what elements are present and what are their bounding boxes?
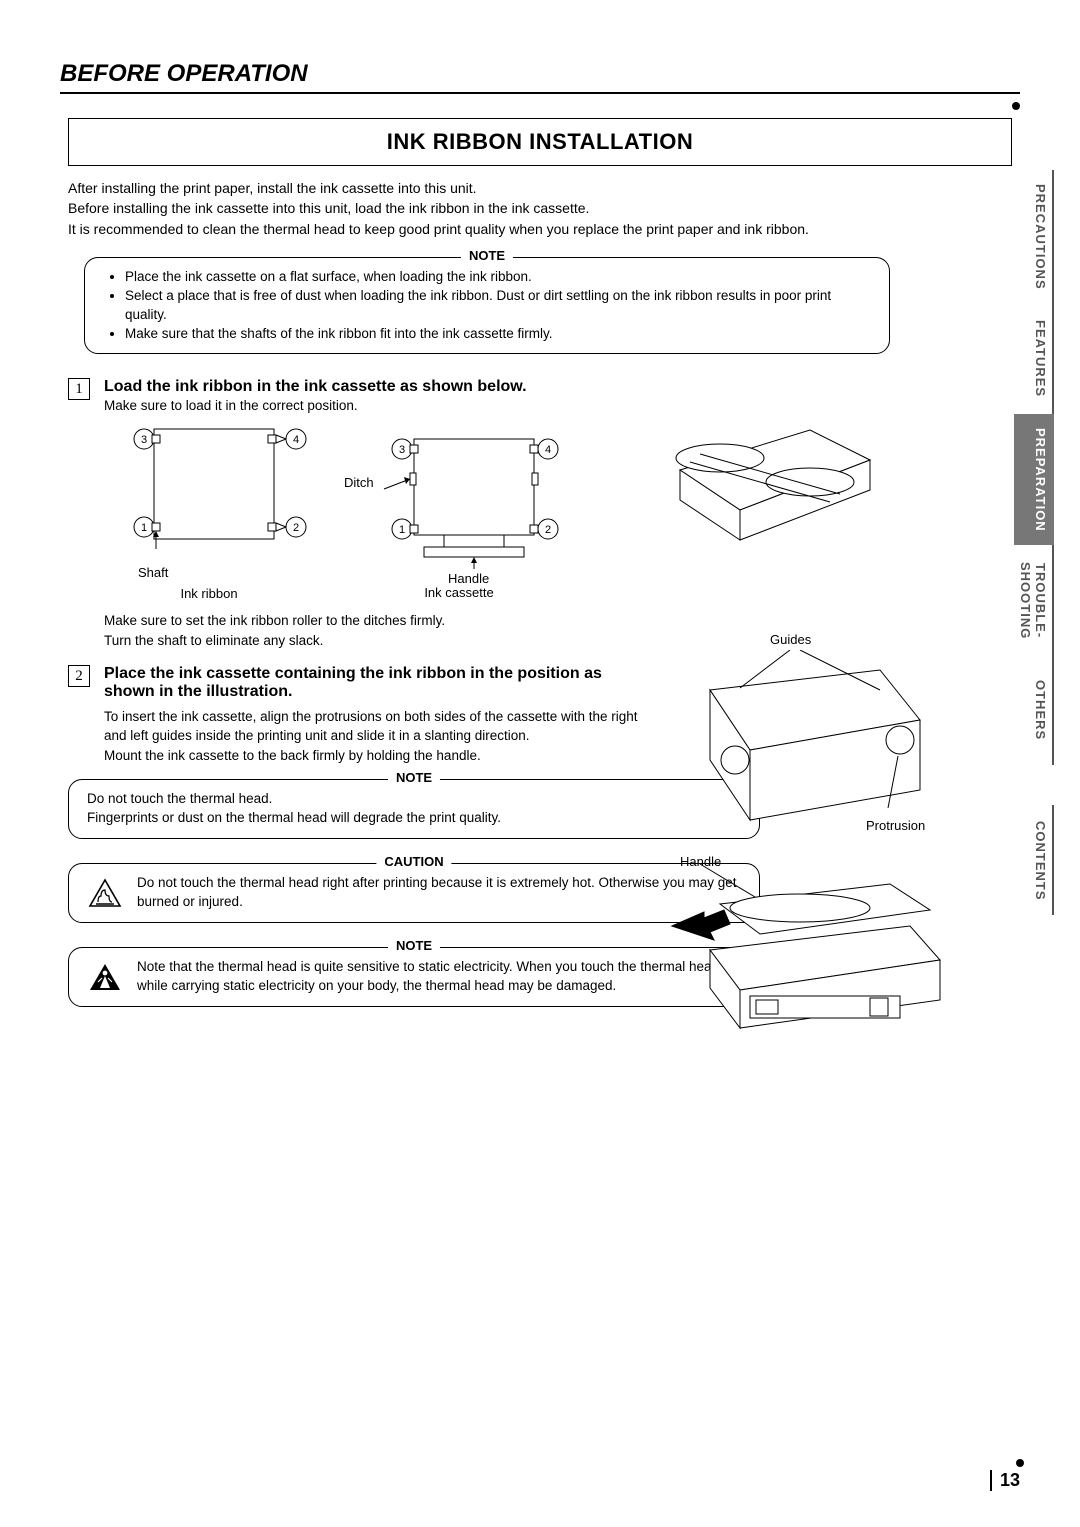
header-rule-dot [1012, 102, 1020, 110]
tab-troubleshooting[interactable]: TROUBLE- SHOOTING [1014, 545, 1054, 655]
step-title: Load the ink ribbon in the ink cassette … [104, 378, 527, 396]
note-box-1: NOTE Place the ink cassette on a flat su… [84, 257, 890, 355]
note-label: NOTE [388, 770, 440, 785]
svg-text:1: 1 [141, 522, 147, 534]
diagram-ink-cassette: 3 4 1 2 Ditch Handle Ink cassette [344, 419, 574, 600]
tab-gap [1014, 765, 1054, 805]
svg-text:1: 1 [399, 524, 405, 536]
page-dot [1016, 1459, 1024, 1467]
illustration-cassette-3d [660, 410, 880, 555]
step-title: Place the ink cassette containing the in… [104, 665, 624, 701]
step-1-header: 1 Load the ink ribbon in the ink cassett… [68, 378, 1012, 413]
note-text: Note that the thermal head is quite sens… [137, 958, 741, 996]
step2-body: To insert the ink cassette, align the pr… [104, 707, 644, 766]
tab-contents[interactable]: CONTENTS [1014, 805, 1054, 915]
page-title: INK RIBBON INSTALLATION [68, 118, 1012, 166]
svg-text:3: 3 [399, 444, 405, 456]
note-label: NOTE [461, 248, 513, 263]
intro-text: After installing the print paper, instal… [68, 178, 1012, 239]
svg-text:4: 4 [545, 444, 551, 456]
static-warning-icon [87, 961, 123, 993]
svg-text:2: 2 [545, 524, 551, 536]
note-text: Do not touch the thermal head. Fingerpri… [87, 790, 741, 828]
diagram-label-handle: Handle [448, 571, 489, 586]
diagram-caption: Ink ribbon [104, 586, 314, 601]
note-list: Place the ink cassette on a flat surface… [103, 268, 871, 344]
note-item: Make sure that the shafts of the ink rib… [125, 325, 871, 344]
note-box-3: NOTE Note that the thermal head is quite… [68, 947, 760, 1007]
note-item: Select a place that is free of dust when… [125, 287, 871, 325]
tab-features[interactable]: FEATURES [1014, 304, 1054, 414]
callout-protrusion: Protrusion [866, 818, 925, 833]
step1-body: Make sure to set the ink ribbon roller t… [104, 611, 644, 650]
tab-others[interactable]: OTHERS [1014, 655, 1054, 765]
step-subtitle: Make sure to load it in the correct posi… [104, 398, 527, 413]
diagram-label-ditch: Ditch [344, 475, 374, 490]
callout-guides: Guides [770, 632, 811, 647]
side-tabs: PRECAUTIONS FEATURES PREPARATION TROUBLE… [1014, 170, 1054, 915]
page-number: 13 [990, 1470, 1020, 1491]
caution-text: Do not touch the thermal head right afte… [137, 874, 741, 912]
diagram-ink-ribbon: 3 4 1 2 Shaft Ink ribbon [104, 419, 314, 601]
callout-handle: Handle [680, 854, 721, 869]
note-label: NOTE [388, 938, 440, 953]
diagram-caption: Ink cassette [344, 585, 574, 600]
note-item: Place the ink cassette on a flat surface… [125, 268, 871, 287]
section-header: BEFORE OPERATION [60, 60, 1020, 94]
note-box-2: NOTE Do not touch the thermal head. Fing… [68, 779, 760, 839]
diagram-label-shaft: Shaft [138, 565, 314, 580]
tab-precautions[interactable]: PRECAUTIONS [1014, 170, 1054, 304]
step-number: 1 [68, 378, 90, 400]
illustration-guides: Guides Protrusion [680, 650, 930, 855]
svg-text:4: 4 [293, 434, 299, 446]
hot-surface-icon [87, 877, 123, 909]
tab-preparation[interactable]: PREPARATION [1014, 414, 1054, 546]
step-number: 2 [68, 665, 90, 687]
svg-text:2: 2 [293, 522, 299, 534]
illustration-printer: Handle [670, 860, 950, 1045]
caution-label: CAUTION [376, 854, 451, 869]
caution-box: CAUTION Do not touch the thermal head ri… [68, 863, 760, 923]
svg-text:3: 3 [141, 434, 147, 446]
